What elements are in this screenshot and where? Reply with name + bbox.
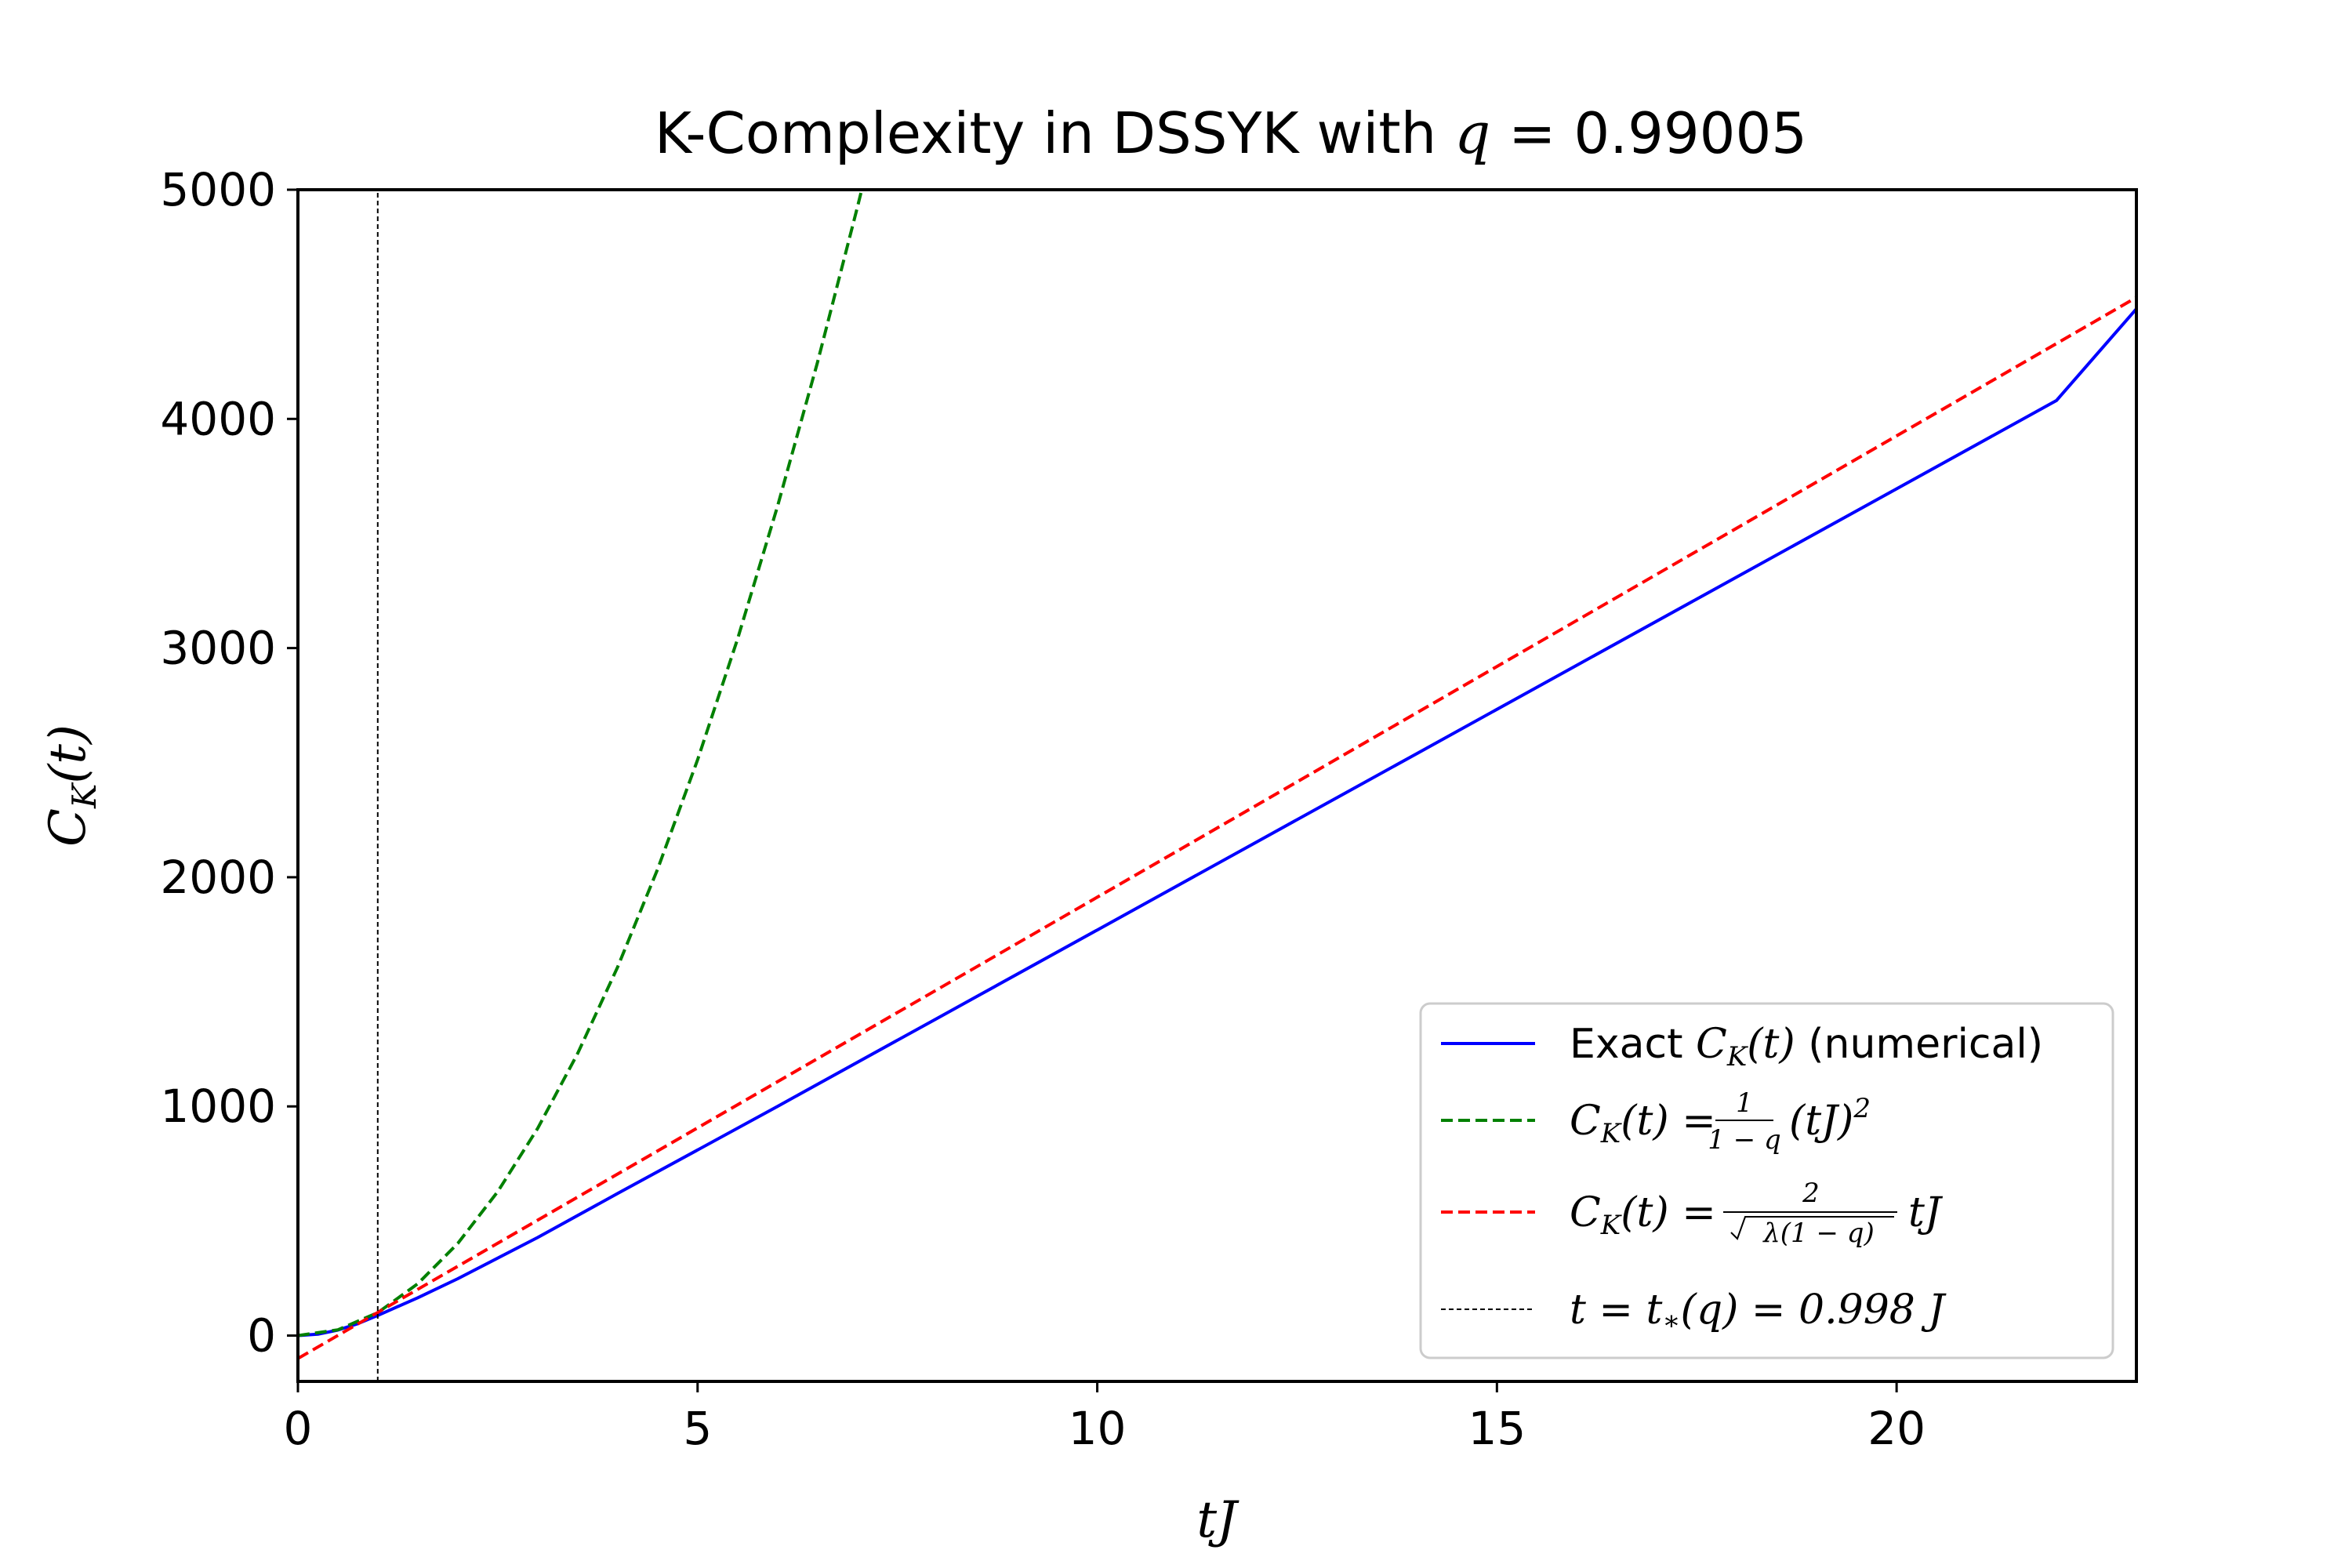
legend-red-num: 2 <box>1802 1178 1820 1209</box>
legend-exact-t: (t) <box>1747 1021 1795 1068</box>
legend-exact-label: Exact CK(t) (numerical) <box>1570 1021 2043 1073</box>
svg-text:CK(t) =: CK(t) = <box>1570 1189 1716 1241</box>
legend-box <box>1419 1002 2114 1359</box>
y-axis-label: CK(t) <box>39 724 103 847</box>
svg-text:(tJ)2: (tJ)2 <box>1789 1093 1871 1145</box>
y-tick-label: 1000 <box>160 1080 276 1133</box>
sqrt-icon <box>1730 1216 1894 1240</box>
series-line-1 <box>298 190 863 1338</box>
legend: Exact CK(t) (numerical) CK(t) = 1 1 − q … <box>1419 1002 2114 1359</box>
chart-title-prefix: K-Complexity in DSSYK with <box>655 100 1454 166</box>
x-axis-label: tJ <box>1196 1491 1240 1549</box>
x-tick-label: 0 <box>284 1402 313 1455</box>
x-tick-label: 15 <box>1468 1402 1526 1455</box>
legend-red-rhs: tJ <box>1908 1189 1944 1236</box>
plot-lines <box>298 190 2136 1381</box>
chart-title: K-Complexity in DSSYK with q = 0.99005 <box>655 100 1807 166</box>
legend-green-exp: 2 <box>1853 1093 1871 1124</box>
legend-green-mid: (t) = <box>1621 1098 1716 1145</box>
legend-red-mid: (t) = <box>1621 1189 1716 1236</box>
y-axis-label-sub: K <box>65 782 103 809</box>
legend-green-lhs: C <box>1570 1098 1601 1145</box>
legend-red-den: λ(1 − q) <box>1762 1218 1875 1249</box>
svg-text:CK(t): CK(t) <box>39 724 103 847</box>
legend-exact-suffix: (numerical) <box>1795 1021 2043 1068</box>
legend-red-sub: K <box>1600 1210 1623 1241</box>
legend-green-label: CK(t) = 1 1 − q (tJ)2 <box>1570 1087 1871 1156</box>
legend-vline-rest: (q) = 0.998 J <box>1681 1287 1947 1334</box>
y-tick-label: 0 <box>247 1309 276 1363</box>
svg-text:CK(t) =: CK(t) = <box>1570 1098 1716 1149</box>
legend-green-den: 1 − q <box>1708 1124 1781 1156</box>
chart-title-eq: = 0.99005 <box>1490 100 1807 166</box>
legend-vline-star: ∗ <box>1662 1305 1680 1337</box>
plot-frame <box>296 188 2138 1383</box>
legend-green-sub: K <box>1600 1118 1623 1149</box>
legend-green-rhs: (tJ) <box>1789 1098 1853 1145</box>
x-tick-label: 20 <box>1867 1402 1926 1455</box>
axis-ticks: 0 5 10 15 20 0 1000 2000 3000 4000 5000 <box>160 163 1926 1455</box>
y-axis-label-c: C <box>39 808 97 847</box>
y-tick-label: 3000 <box>160 622 276 675</box>
legend-vline-text: t = t <box>1570 1287 1663 1334</box>
y-tick-label: 4000 <box>160 392 276 445</box>
legend-exact-sub: K <box>1726 1041 1749 1073</box>
legend-exact-math: C <box>1696 1021 1727 1068</box>
legend-green-num: 1 <box>1736 1087 1753 1119</box>
x-tick-label: 10 <box>1069 1402 1127 1455</box>
y-axis-label-t: (t) <box>39 724 97 784</box>
legend-vline-label: t = t∗(q) = 0.998 J <box>1570 1287 1947 1337</box>
chart-title-var: q <box>1454 100 1490 166</box>
x-tick-label: 5 <box>683 1402 712 1455</box>
legend-exact-prefix: Exact <box>1570 1021 1696 1068</box>
series-line-2 <box>298 296 2136 1360</box>
y-tick-label: 5000 <box>160 163 276 216</box>
y-tick-label: 2000 <box>160 851 276 904</box>
legend-red-lhs: C <box>1570 1189 1601 1236</box>
legend-red-label: CK(t) = 2 λ(1 − q) tJ <box>1570 1178 1944 1249</box>
